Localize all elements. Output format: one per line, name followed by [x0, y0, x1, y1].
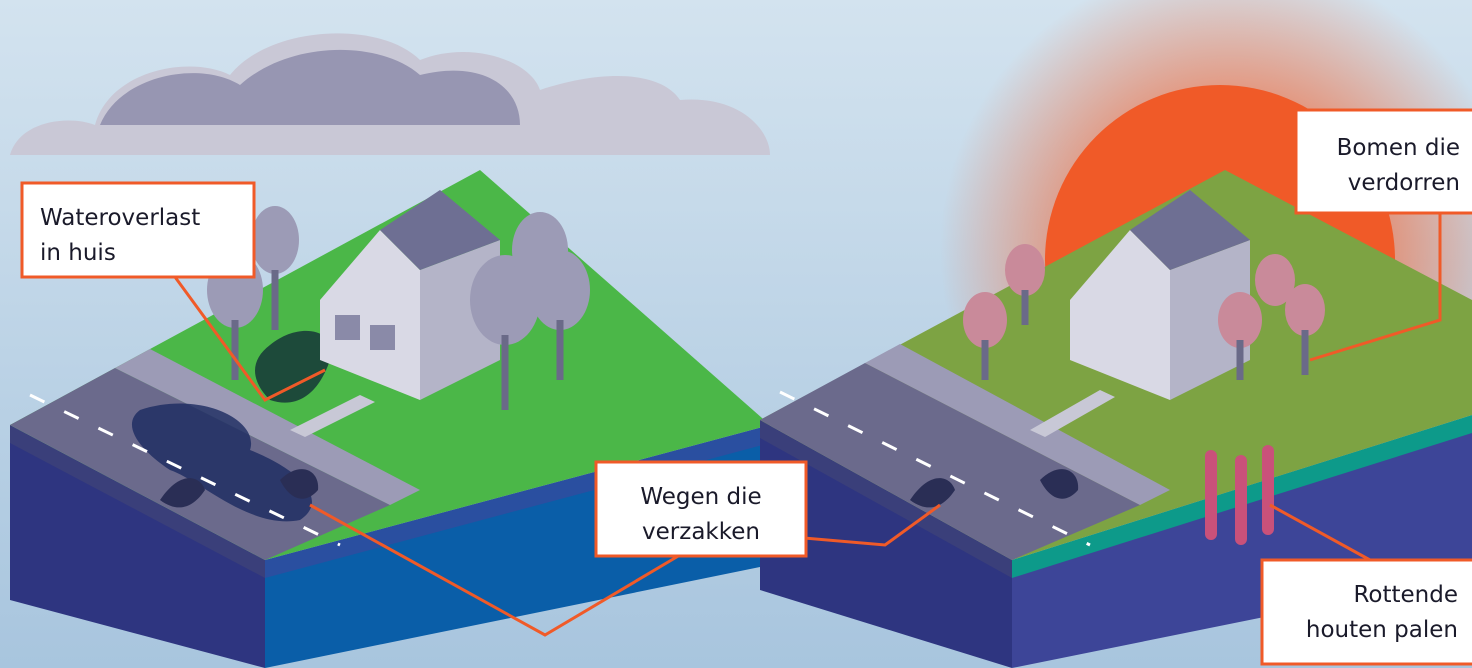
label-line: Rottende [1353, 582, 1458, 608]
label-line: Wegen die [640, 484, 761, 510]
label-box: Rottende houten palen [1262, 560, 1472, 664]
label-line: houten palen [1306, 617, 1458, 643]
label-line: in huis [40, 240, 116, 266]
label-line: verzakken [642, 519, 760, 545]
label-line: Wateroverlast [40, 205, 200, 231]
label-line: Bomen die [1337, 135, 1460, 161]
label-box: Wegen die verzakken [596, 462, 806, 556]
illustration: Wateroverlast in huis Wegen die verzakke… [0, 0, 1472, 668]
label-line: verdorren [1348, 170, 1460, 196]
label-box: Wateroverlast in huis [22, 183, 254, 277]
label-box: Bomen die verdorren [1296, 110, 1472, 213]
